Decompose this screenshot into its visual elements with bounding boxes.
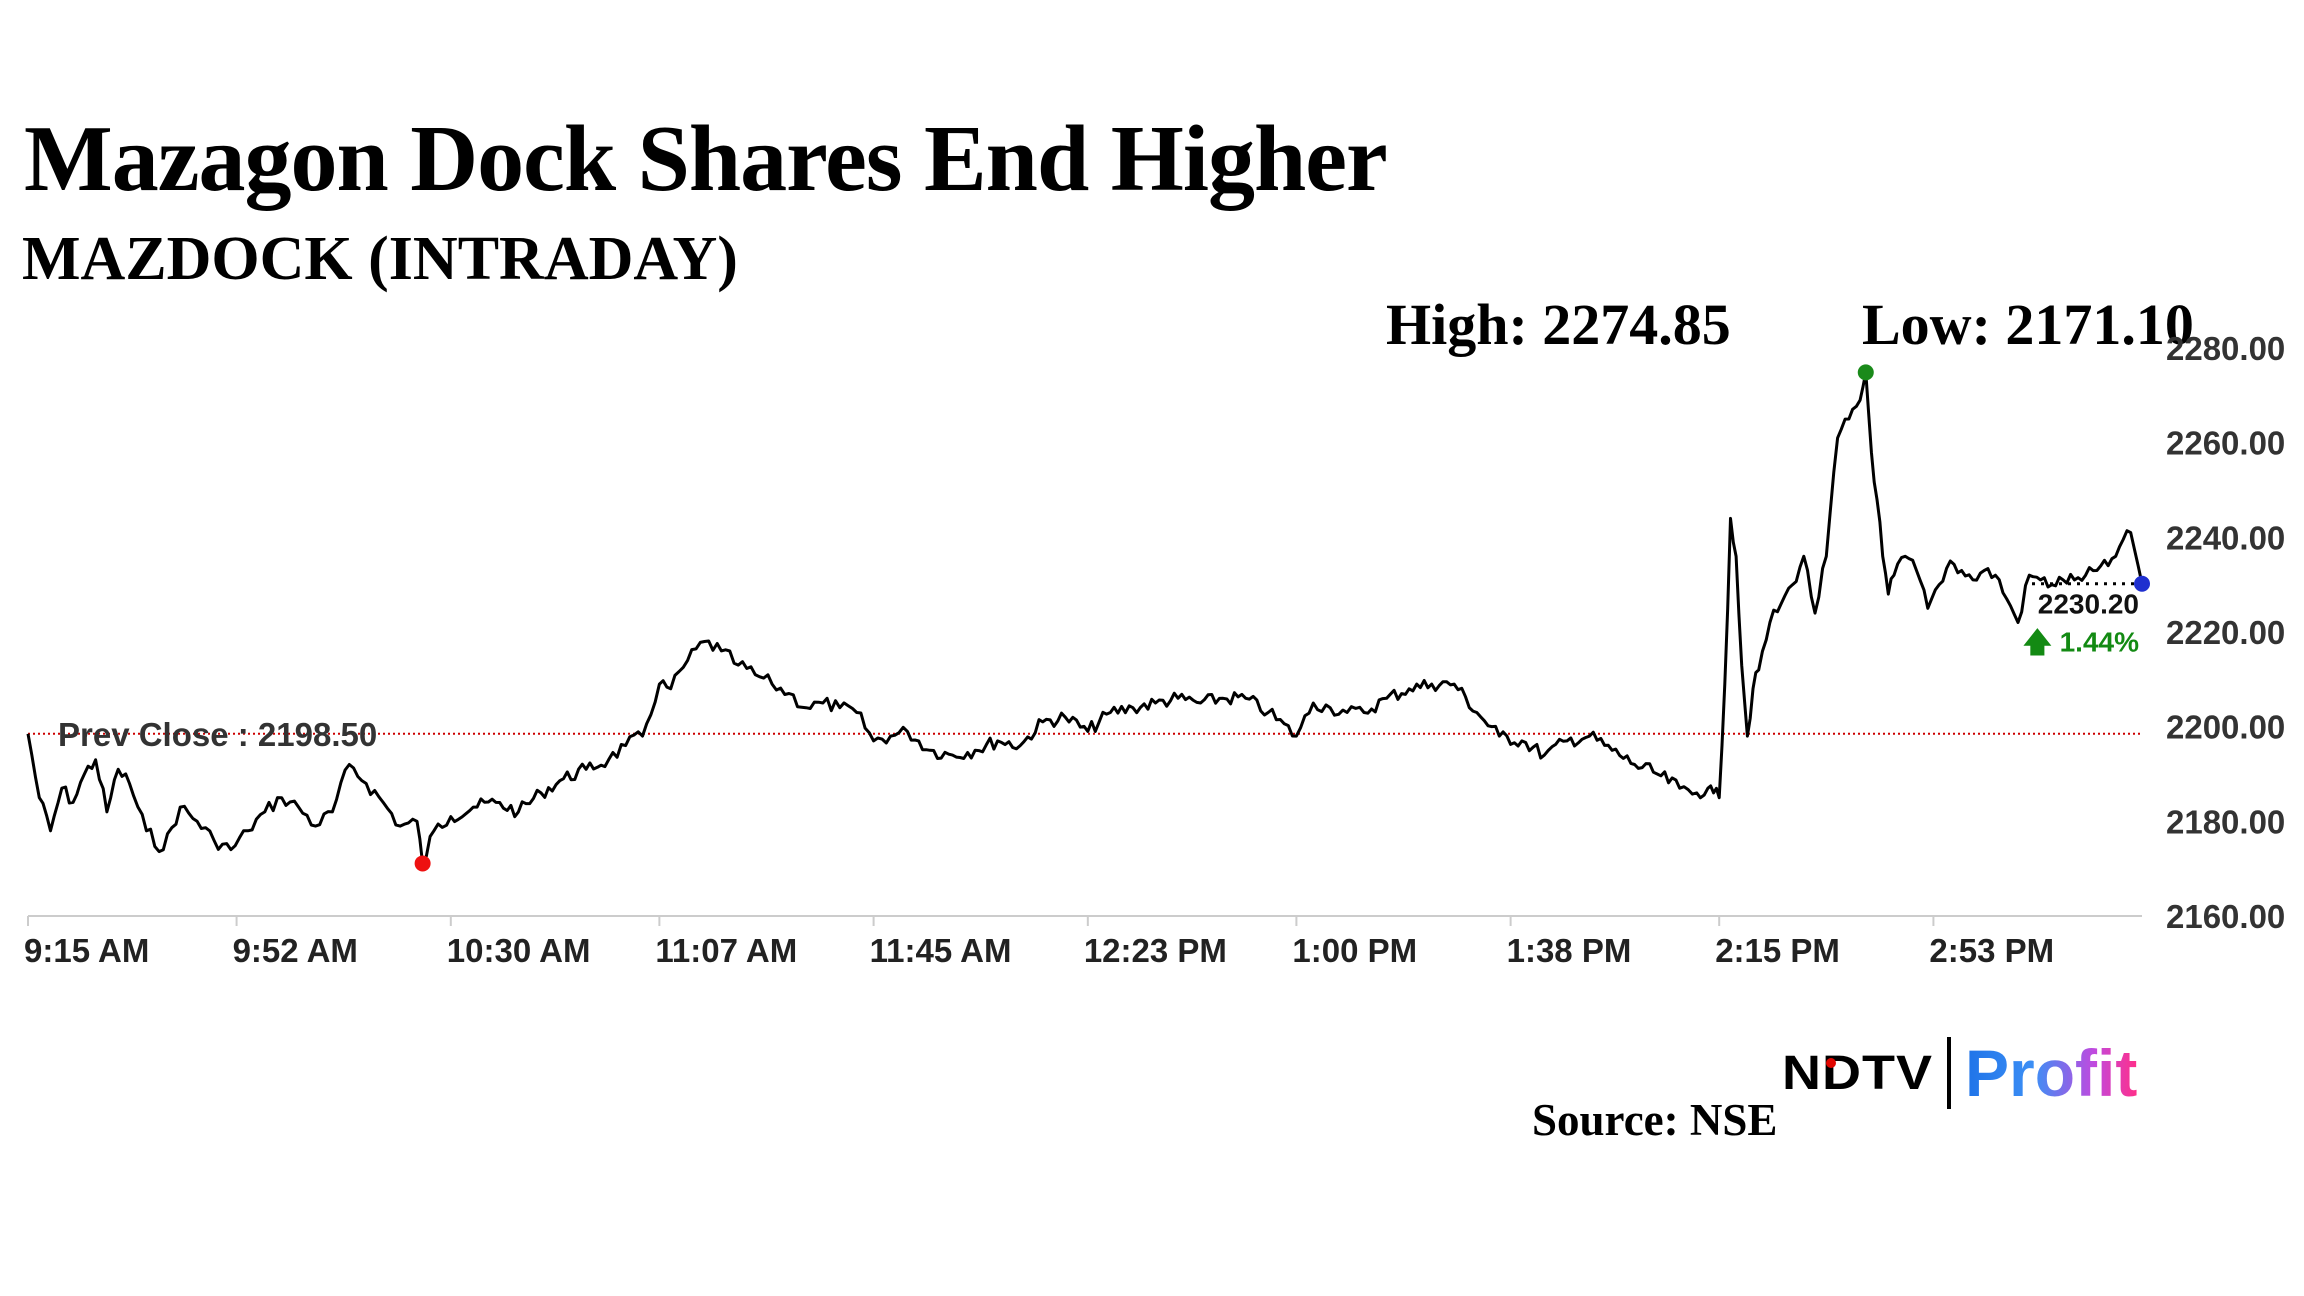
logo-ndtv-text: NDTV xyxy=(1782,1046,1933,1100)
x-tick-label: 12:23 PM xyxy=(1084,932,1227,969)
y-tick-label: 2180.00 xyxy=(2166,803,2285,840)
x-tick-label: 11:45 AM xyxy=(870,932,1012,969)
change-label: 🡅 1.44% xyxy=(2023,627,2139,658)
x-tick-label: 11:07 AM xyxy=(655,932,797,969)
last-price-marker xyxy=(2134,575,2150,592)
y-tick-label: 2160.00 xyxy=(2166,898,2285,935)
low-marker xyxy=(414,855,431,872)
x-tick-label: 1:00 PM xyxy=(1292,932,1417,969)
last-price-label: 2230.20 xyxy=(2038,589,2139,620)
x-tick-label: 9:52 AM xyxy=(233,932,358,969)
logo-profit-text: Profit xyxy=(1965,1036,2138,1110)
source-label: Source: NSE xyxy=(1532,1095,1778,1145)
y-tick-label: 2200.00 xyxy=(2166,709,2285,746)
x-axis: 9:15 AM 9:52 AM 10:30 AM 11:07 AM 11:45 AM 12… xyxy=(24,916,2054,969)
y-tick-label: 2280.00 xyxy=(2166,330,2285,367)
logo-divider xyxy=(1947,1037,1951,1109)
y-tick-label: 2240.00 xyxy=(2166,519,2285,556)
low-label: Low: 2171.10 xyxy=(1862,292,2194,357)
logo-dot-icon xyxy=(1826,1058,1836,1068)
chart-subtitle: MAZDOCK (INTRADAY) xyxy=(22,225,738,293)
x-tick-label: 2:15 PM xyxy=(1715,932,1840,969)
y-tick-label: 2220.00 xyxy=(2166,614,2285,651)
y-axis: 2280.00 2260.00 2240.00 2220.00 2200.00 2180.… xyxy=(2166,330,2285,935)
y-tick-label: 2260.00 xyxy=(2166,425,2285,462)
high-label: High: 2274.85 xyxy=(1386,292,1731,357)
high-marker xyxy=(1857,364,1874,381)
price-line xyxy=(26,370,2144,865)
ndtv-profit-logo: NDTV Profit xyxy=(1782,1028,2137,1118)
x-tick-label: 1:38 PM xyxy=(1507,932,1632,969)
x-tick-label: 10:30 AM xyxy=(447,932,591,969)
prev-close-label: Prev Close : 2198.50 xyxy=(58,716,377,753)
x-tick-label: 9:15 AM xyxy=(24,932,149,969)
x-tick-label: 2:53 PM xyxy=(1929,932,2054,969)
chart-title: Mazagon Dock Shares End Higher xyxy=(24,107,1388,211)
intraday-chart: 2280.00 2260.00 2240.00 2220.00 2200.00 2180.… xyxy=(24,330,2285,969)
